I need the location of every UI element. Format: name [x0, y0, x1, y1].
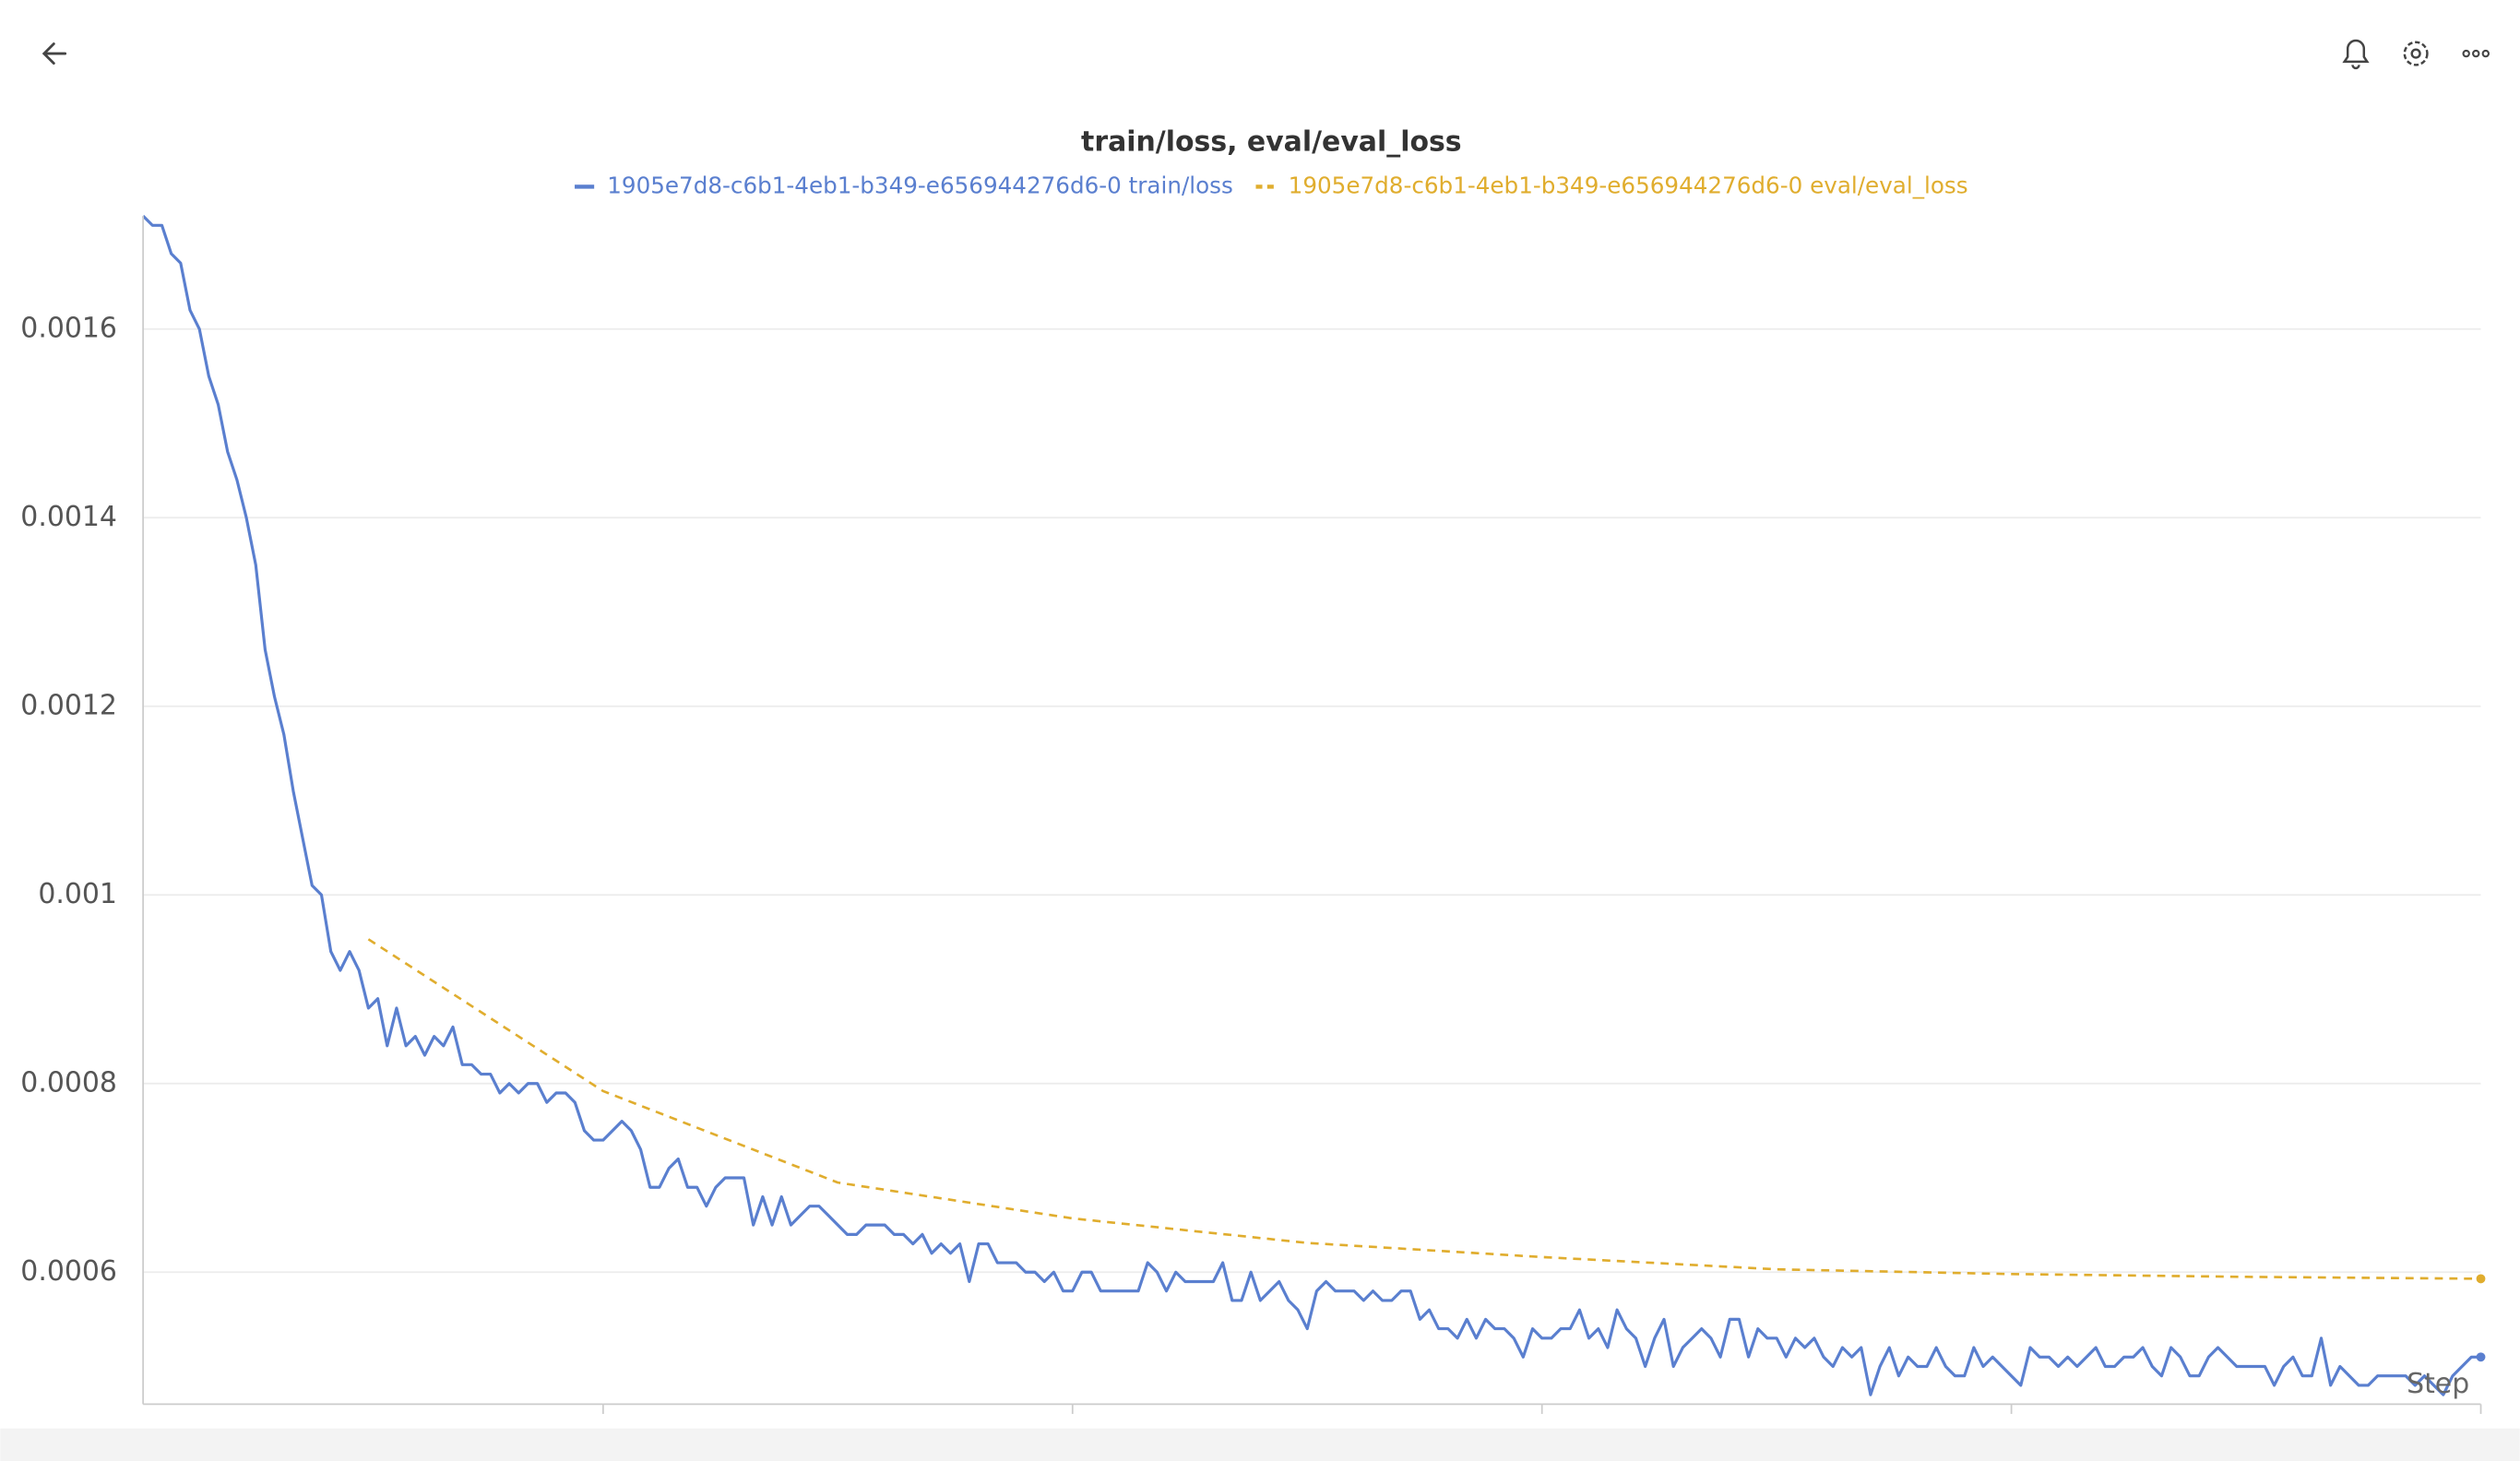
back-button[interactable] [42, 42, 67, 65]
legend: 1905e7d8-c6b1-4eb1-b349-e656944276d6-0 t… [575, 172, 1968, 198]
settings-button[interactable] [2403, 41, 2429, 66]
series-line [367, 938, 2481, 1280]
footer-bar [0, 1428, 2520, 1461]
more-button[interactable] [2462, 49, 2490, 58]
end-point [2476, 1274, 2486, 1284]
legend-item: 1905e7d8-c6b1-4eb1-b349-e656944276d6-0 e… [1255, 172, 1968, 198]
chart-title: train/loss, eval/eval_loss [1081, 125, 1462, 158]
y-tick-label: 0.001 [38, 878, 117, 910]
y-tick-label: 0.0006 [20, 1255, 117, 1288]
series-line [141, 214, 2481, 1396]
legend-label: 1905e7d8-c6b1-4eb1-b349-e656944276d6-0 t… [607, 172, 1233, 198]
legend-item: 1905e7d8-c6b1-4eb1-b349-e656944276d6-0 t… [575, 172, 1233, 198]
end-point [2476, 1352, 2486, 1362]
y-tick-label: 0.0008 [20, 1066, 117, 1099]
y-tick-label: 0.0012 [20, 689, 117, 721]
grid: 0.00060.00080.0010.00120.00140.001650100… [20, 312, 2507, 1461]
plot-area [141, 214, 2486, 1396]
legend-label: 1905e7d8-c6b1-4eb1-b349-e656944276d6-0 e… [1289, 172, 1968, 198]
x-axis-label: Step [2407, 1368, 2469, 1400]
notifications-button[interactable] [2342, 39, 2370, 70]
y-tick-label: 0.0016 [20, 312, 117, 344]
y-tick-label: 0.0014 [20, 501, 117, 533]
